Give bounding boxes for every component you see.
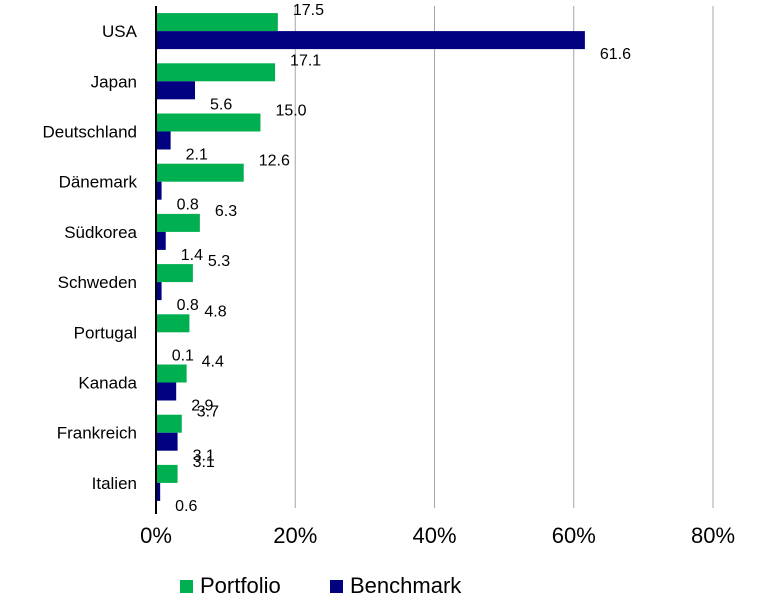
bars (156, 13, 585, 501)
bar-portfolio (156, 314, 190, 333)
bar-portfolio (156, 113, 261, 132)
bar-benchmark (156, 131, 171, 150)
value-label: 17.5 (293, 2, 324, 19)
bar-portfolio (156, 464, 178, 483)
legend: Portfolio Benchmark (180, 573, 462, 598)
bar-portfolio (156, 213, 200, 232)
category-label: Kanada (78, 374, 137, 393)
x-tick-label: 60% (552, 523, 596, 548)
value-label: 15.0 (275, 103, 306, 120)
bar-benchmark (156, 81, 195, 100)
category-label: USA (102, 22, 138, 41)
bar-benchmark (156, 181, 162, 200)
category-label: Südkorea (64, 223, 137, 242)
legend-swatch (180, 580, 193, 593)
bar-portfolio (156, 63, 276, 82)
bar-portfolio (156, 264, 193, 283)
category-label: Frankreich (57, 424, 137, 443)
value-label: 0.6 (175, 498, 197, 515)
legend-label: Benchmark (350, 573, 462, 598)
bar-benchmark (156, 482, 161, 501)
value-label: 4.4 (202, 354, 224, 371)
category-label: Deutschland (42, 123, 137, 142)
x-tick-label: 20% (273, 523, 317, 548)
value-label: 0.8 (177, 197, 199, 214)
labels: 0% 20% 40% 60% 80% USA 17.5 61.6 Japan 17.1 5.6 Deu… (42, 2, 735, 548)
category-label: Dänemark (59, 173, 138, 192)
gridlines (294, 6, 714, 508)
category-label: Italien (92, 474, 137, 493)
value-label: 2.9 (191, 398, 213, 415)
bar-portfolio (156, 414, 182, 433)
bar-benchmark (156, 432, 178, 451)
value-label: 0.1 (172, 347, 194, 364)
bar-benchmark (156, 282, 162, 301)
value-label: 1.4 (181, 247, 203, 264)
value-label: 2.1 (186, 147, 208, 164)
legend-swatch (330, 580, 343, 593)
value-label: 5.6 (210, 96, 232, 113)
value-label: 6.3 (215, 203, 237, 220)
category-label: Schweden (58, 273, 137, 292)
value-label: 3.1 (193, 454, 215, 471)
bar-portfolio (156, 13, 278, 32)
bar-portfolio (156, 364, 187, 383)
x-tick-label: 40% (412, 523, 456, 548)
value-label: 61.6 (600, 46, 631, 63)
value-label: 12.6 (259, 153, 290, 170)
value-label: 4.8 (204, 303, 226, 320)
x-tick-label: 80% (691, 523, 735, 548)
legend-label: Portfolio (200, 573, 281, 598)
value-label: 5.3 (208, 253, 230, 270)
bar-benchmark (156, 31, 585, 50)
bar-portfolio (156, 163, 244, 182)
x-tick-label: 0% (140, 523, 172, 548)
value-label: 3.7 (197, 404, 219, 421)
bar-benchmark (156, 382, 177, 401)
bar-benchmark (156, 231, 166, 250)
category-label: Portugal (74, 323, 137, 342)
value-label: 0.8 (177, 297, 199, 314)
value-label: 17.1 (290, 52, 321, 69)
value-label: 3.1 (193, 448, 215, 465)
category-label: Japan (91, 72, 137, 91)
